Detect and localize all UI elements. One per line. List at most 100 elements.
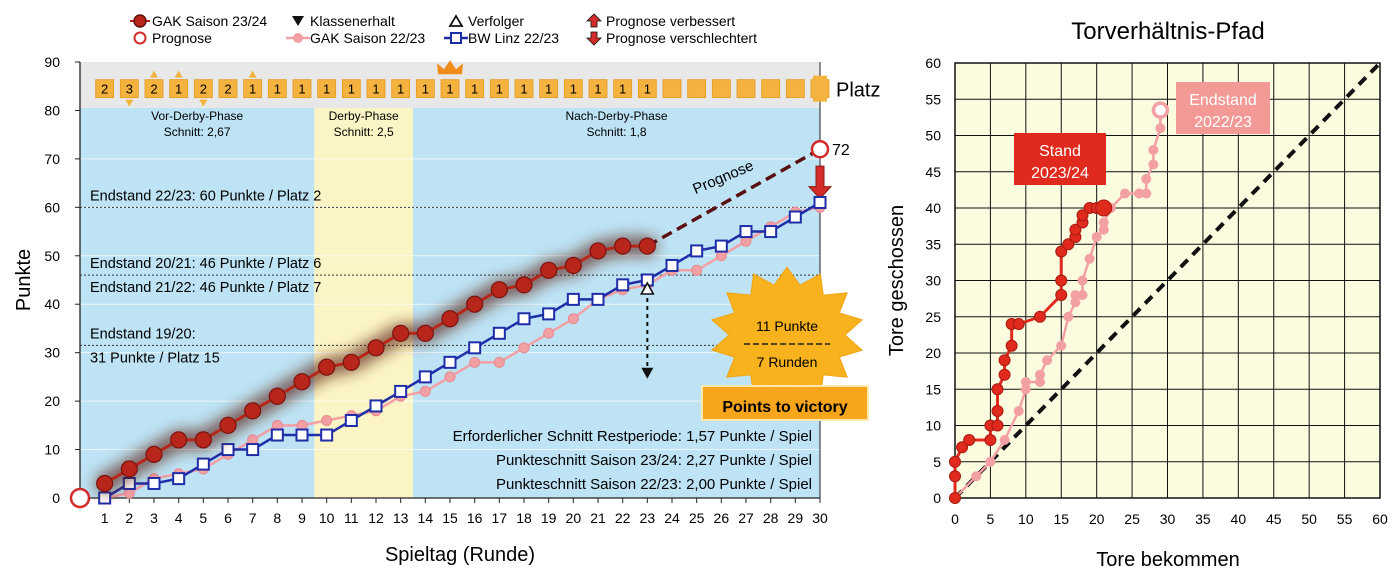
- x-tick-label: 10: [319, 510, 335, 526]
- points-chart: Vor-Derby-Phase Schnitt: 2,67 Derby-Phase S…: [13, 54, 880, 566]
- rank-down-marker: [199, 99, 208, 107]
- y-tick-label: 50: [925, 128, 941, 144]
- point-gak-2223: [469, 356, 481, 368]
- victory-gap-down-marker: [641, 367, 654, 379]
- y-tick-label: 0: [933, 490, 941, 506]
- platz-box: [563, 79, 583, 99]
- platz-box: [169, 79, 189, 99]
- x-tick-label: 7: [249, 510, 257, 526]
- point-gak-2324: [194, 431, 212, 449]
- y-tick-label: 80: [44, 102, 60, 118]
- platz-box: [144, 79, 164, 99]
- point-bw-linz: [394, 384, 408, 398]
- point-bw-linz: [221, 443, 235, 457]
- y-tick-label: 60: [44, 199, 60, 215]
- phase-average: Schnitt: 2,5: [334, 125, 394, 139]
- platz-box: [662, 79, 682, 99]
- point-2023-24: [1055, 274, 1068, 287]
- platz-box: [119, 79, 139, 99]
- platz-box: [267, 79, 287, 99]
- point-2023-24: [1034, 310, 1046, 323]
- x-tick-label: 30: [1160, 511, 1176, 527]
- prognose-end-value: 72: [832, 142, 850, 159]
- point-bw-linz: [714, 239, 728, 253]
- platz-value: 1: [545, 82, 552, 97]
- platz-box: [489, 79, 509, 99]
- legend-marker: [586, 13, 602, 28]
- victory-caption-box: [701, 385, 869, 421]
- y-tick-label: 45: [925, 164, 941, 180]
- reference-label: Endstand 22/23: 60 Punkte / Platz 2: [90, 188, 321, 204]
- point-bw-linz: [616, 278, 630, 292]
- point-bw-linz: [369, 399, 383, 413]
- point-2023-24: [991, 383, 1004, 396]
- x-tick-label: 10: [1018, 511, 1034, 527]
- point-2022-23: [1155, 123, 1166, 134]
- x-tick-label: 45: [1266, 511, 1282, 527]
- victory-rounds: 7 Runden: [757, 354, 818, 370]
- platz-box: [711, 79, 731, 99]
- point-bw-linz: [468, 341, 482, 355]
- x-tick-label: 17: [492, 510, 508, 526]
- point-bw-linz: [517, 312, 531, 326]
- point-bw-linz: [246, 443, 260, 457]
- stats-text: Erforderlicher Schnitt Restperiode: 1,57…: [453, 428, 812, 445]
- point-bw-linz: [172, 472, 186, 486]
- platz-value: 1: [249, 82, 256, 97]
- point-gak-2324: [614, 237, 632, 255]
- y-tick-label: 40: [925, 200, 941, 216]
- point-2023-24: [1095, 199, 1113, 217]
- platz-value: 3: [126, 82, 133, 97]
- legend-marker: [293, 33, 303, 43]
- platz-box: [637, 79, 657, 99]
- platz-value: 1: [619, 82, 626, 97]
- platz-legend-box: [813, 75, 827, 102]
- x-tick-label: 20: [566, 510, 582, 526]
- prognose-end-marker: [810, 139, 830, 159]
- point-bw-linz: [591, 292, 605, 306]
- point-bw-linz: [788, 210, 802, 224]
- chart-title: Torverhältnis-Pfad: [1071, 18, 1264, 45]
- y-tick-label: 40: [44, 296, 60, 312]
- point-2023-24: [1076, 209, 1089, 222]
- point-bw-linz: [739, 225, 753, 239]
- x-tick-label: 27: [738, 510, 754, 526]
- point-bw-linz: [492, 326, 506, 340]
- legend-label: Prognose verbessert: [606, 13, 735, 29]
- point-2023-24: [1012, 318, 1025, 330]
- x-axis-title: Spieltag (Runde): [385, 544, 535, 566]
- legend-label: GAK Saison 23/24: [152, 13, 267, 29]
- y-tick-label: 0: [52, 490, 60, 506]
- platz-value: 1: [372, 82, 379, 97]
- x-tick-label: 19: [541, 510, 557, 526]
- point-2022-23: [999, 435, 1010, 445]
- point-2022-23: [1098, 217, 1109, 228]
- victory-caption: Points to victory: [722, 399, 847, 416]
- y-tick-label: 20: [925, 345, 941, 361]
- legend-label: Klassenerhalt: [310, 13, 395, 29]
- point-2022-23: [1020, 377, 1031, 387]
- platz-value: 1: [471, 82, 478, 97]
- point-gak-2223: [691, 264, 703, 276]
- point-2023-24: [998, 368, 1011, 381]
- platz-box: [341, 79, 361, 99]
- y-tick-label: 30: [44, 345, 60, 361]
- point-gak-2324: [170, 431, 188, 449]
- point-gak-2324: [219, 416, 237, 434]
- point-gak-2324: [416, 324, 434, 342]
- x-tick-label: 40: [1231, 511, 1247, 527]
- platz-value: 2: [101, 82, 108, 97]
- point-2023-24: [956, 441, 969, 454]
- point-2022-23: [1056, 340, 1067, 351]
- stand-label-box: [1014, 133, 1106, 185]
- point-gak-2223: [543, 327, 555, 339]
- point-2023-24: [984, 434, 997, 446]
- point-gak-2324: [392, 324, 410, 342]
- reference-label: Endstand 21/22: 46 Punkte / Platz 7: [90, 280, 321, 296]
- reference-label: Endstand 19/20:: [90, 326, 196, 342]
- platz-box: [761, 79, 781, 99]
- point-2022-23: [1148, 145, 1159, 155]
- point-2022-23: [1063, 311, 1074, 322]
- point-2023-24: [1055, 289, 1068, 301]
- point-2022-23: [1141, 188, 1152, 199]
